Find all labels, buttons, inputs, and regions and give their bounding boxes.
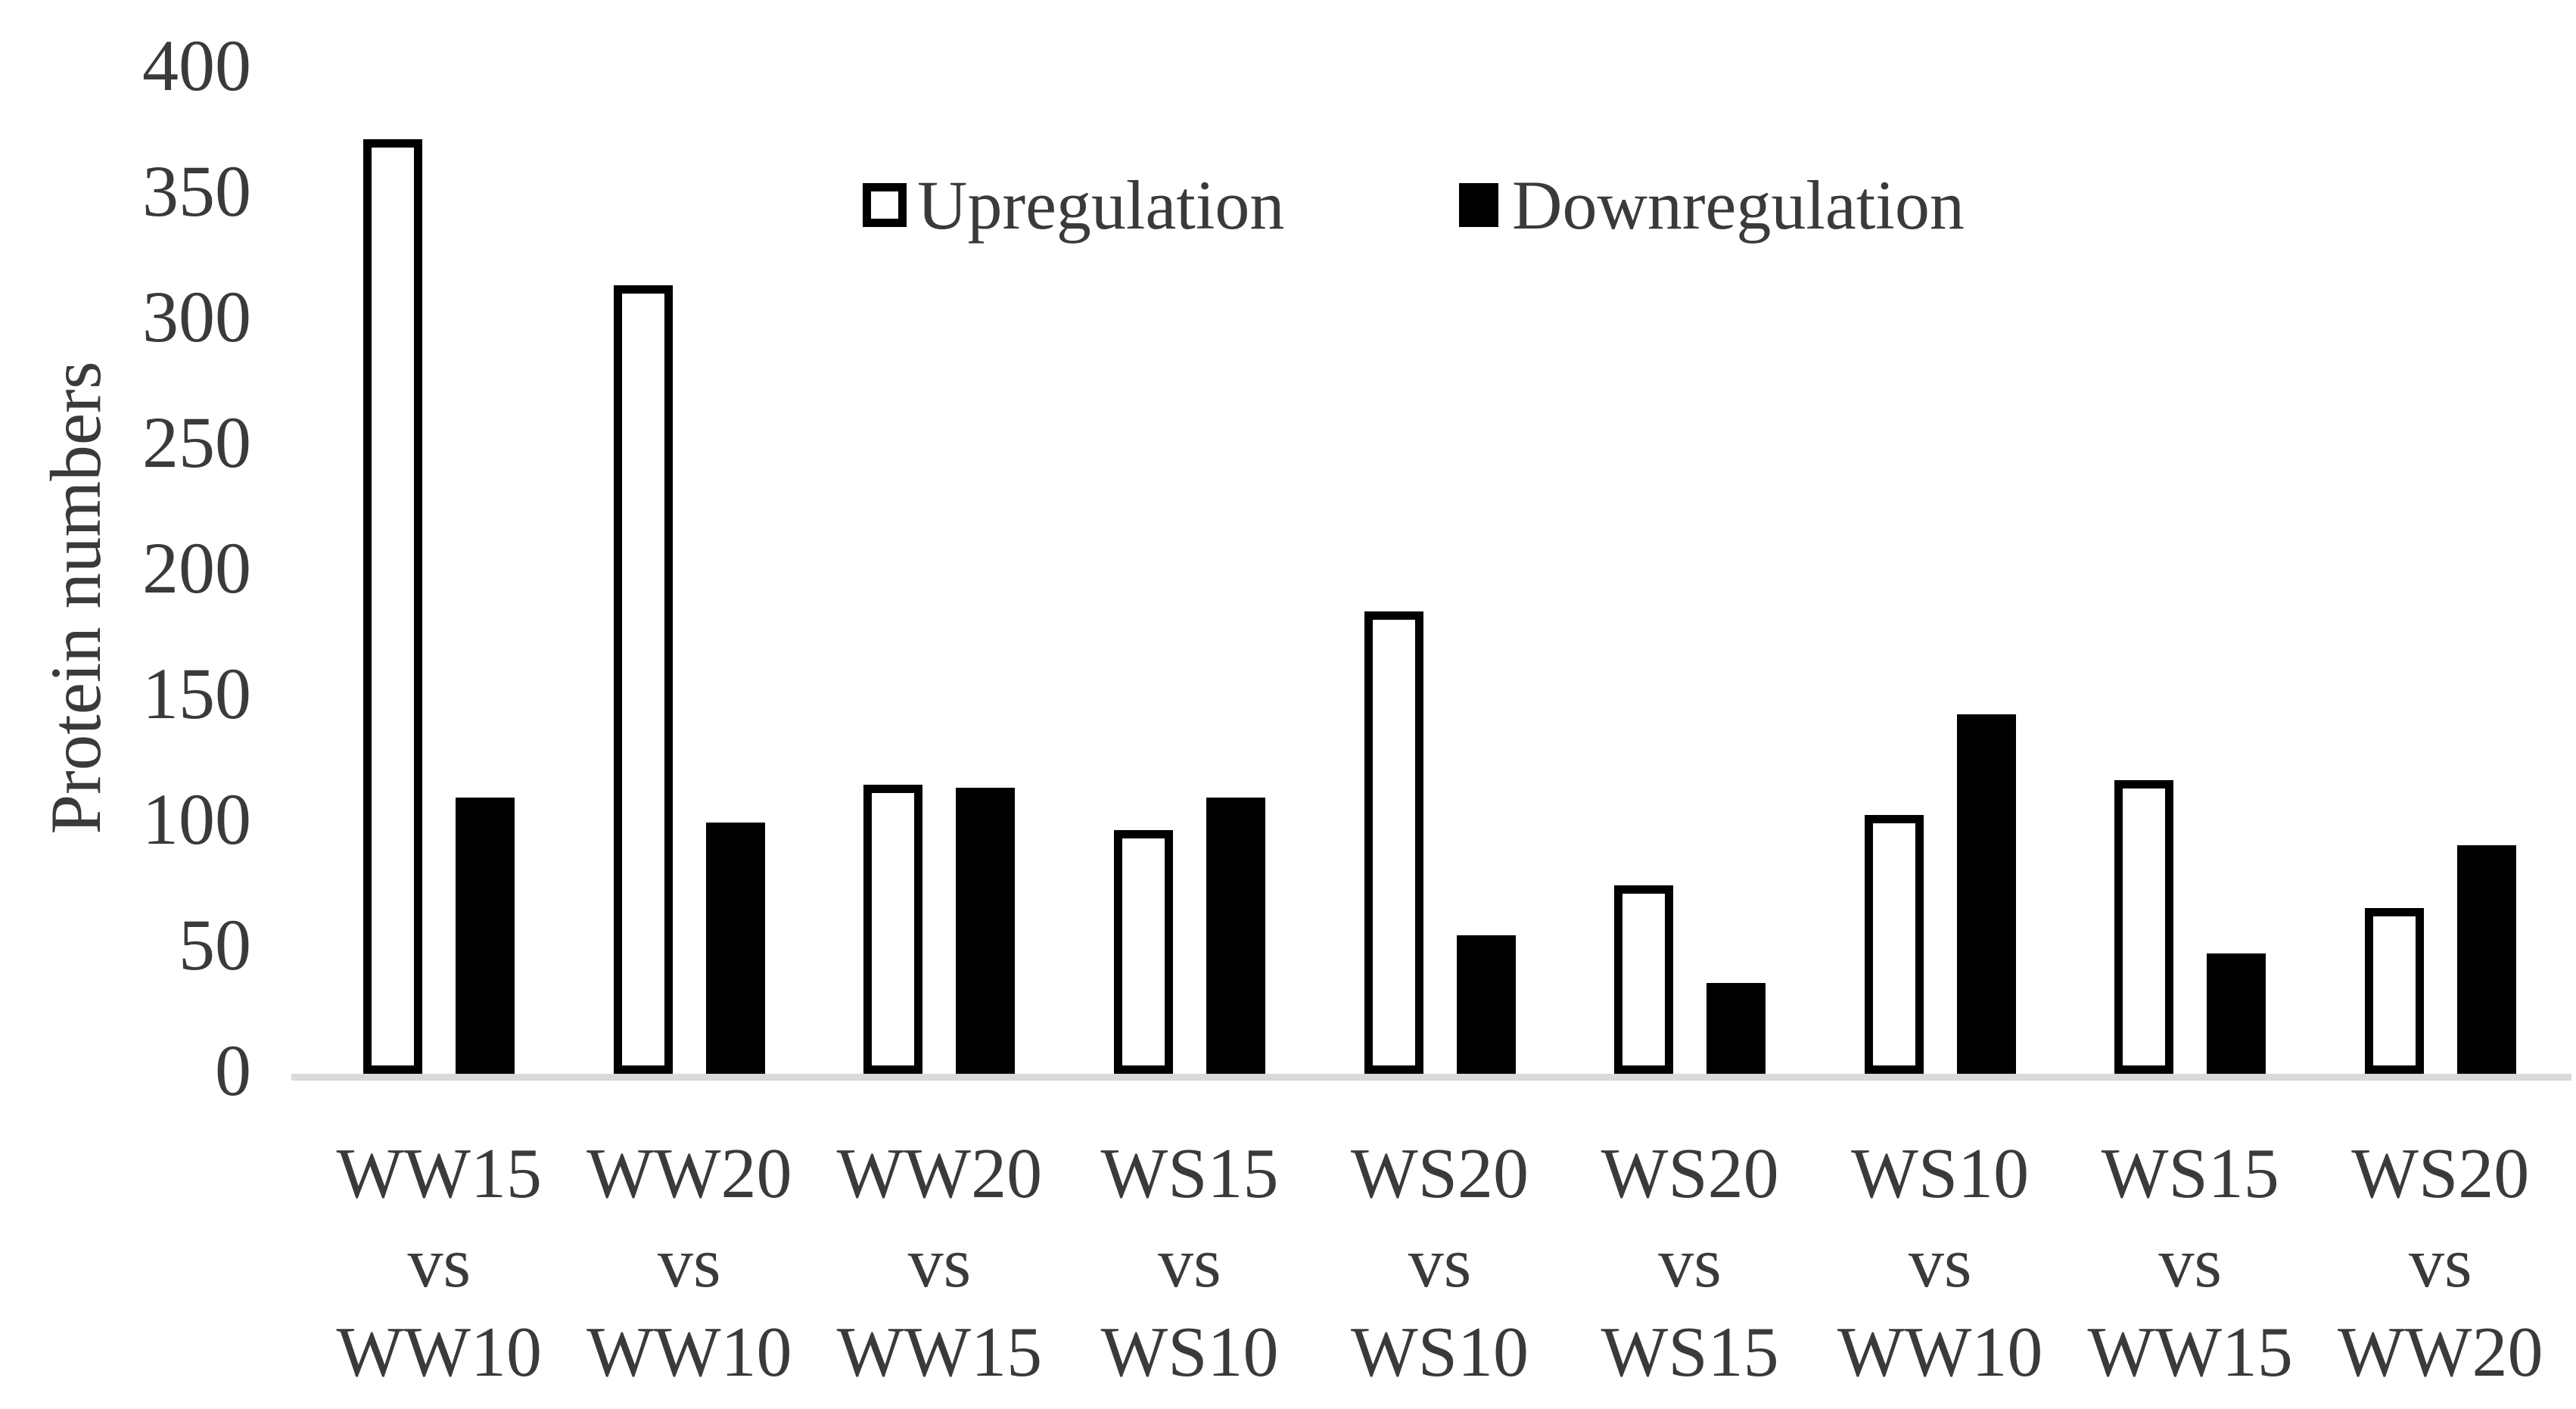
y-tick-label-250: 250 (142, 402, 251, 484)
bar-group-1 (314, 0, 565, 1074)
x-tick-label-line: WS15 (1100, 1134, 1279, 1213)
x-tick-label-line: vs (2408, 1224, 2472, 1302)
x-tick-label-line: WW20 (586, 1134, 792, 1213)
x-tick-label-line: vs (907, 1224, 972, 1302)
bar-pair (613, 285, 765, 1074)
x-tick-label-line: WW10 (586, 1313, 792, 1392)
bar-group-4 (1065, 0, 1315, 1074)
bar-pair (2364, 845, 2516, 1074)
x-tick-label-8: WS15 vs WW15 (2065, 1129, 2316, 1397)
bar-group-7 (1815, 0, 2065, 1074)
x-tick-label-line: WW15 (836, 1313, 1043, 1392)
bar-upregulation-2 (613, 285, 673, 1074)
x-tick-label-line: vs (1908, 1224, 1972, 1302)
bar-group-2 (565, 0, 815, 1074)
x-tick-label-line: vs (2158, 1224, 2223, 1302)
x-tick-label-line: WS10 (1851, 1134, 2030, 1213)
bar-pair (863, 785, 1016, 1074)
x-tick-label-line: WS10 (1100, 1313, 1279, 1392)
bar-pair (1614, 885, 1766, 1074)
bar-downregulation-4 (1206, 798, 1265, 1074)
upregulation-swatch-icon (863, 183, 907, 227)
bar-upregulation-7 (1864, 815, 1924, 1074)
x-tick-label-line: WW20 (836, 1134, 1043, 1213)
bar-downregulation-6 (1706, 983, 1766, 1074)
x-tick-label-line: WW20 (2338, 1313, 2543, 1392)
x-tick-label-1: WW15 vs WW10 (314, 1129, 565, 1397)
bar-upregulation-6 (1614, 885, 1674, 1074)
bar-group-5 (1314, 0, 1565, 1074)
x-tick-label-7: WS10 vs WW10 (1815, 1129, 2065, 1397)
bar-upregulation-3 (863, 785, 923, 1074)
x-tick-label-2: WW20 vs WW10 (565, 1129, 815, 1397)
bar-pair (1864, 714, 2016, 1074)
bar-downregulation-8 (2207, 953, 2266, 1074)
y-tick-label-100: 100 (142, 779, 251, 860)
x-tick-label-line: vs (1658, 1224, 1722, 1302)
x-tick-label-9: WS20 vs WW20 (2316, 1129, 2566, 1397)
bar-group-3 (814, 0, 1065, 1074)
bar-downregulation-7 (1956, 714, 2016, 1074)
bar-upregulation-8 (2114, 780, 2174, 1074)
bar-group-9 (2316, 0, 2566, 1074)
x-tick-label-6: WS20 vs WS15 (1565, 1129, 1815, 1397)
legend: Upregulation Downregulation (0, 170, 2576, 240)
legend-item-upregulation: Upregulation (863, 170, 1284, 240)
x-tick-label-line: WW10 (336, 1313, 542, 1392)
x-tick-label-line: WS10 (1351, 1313, 1529, 1392)
x-tick-label-line: WW15 (336, 1134, 542, 1213)
x-tick-label-3: WW20 vs WW15 (814, 1129, 1065, 1397)
legend-label-upregulation: Upregulation (917, 166, 1285, 244)
y-tick-label-350: 350 (142, 151, 251, 232)
x-tick-label-line: WS20 (2351, 1134, 2530, 1213)
x-tick-label-line: vs (658, 1224, 721, 1302)
bar-group-8 (2065, 0, 2316, 1074)
bar-group-6 (1565, 0, 1815, 1074)
x-tick-label-line: vs (407, 1224, 471, 1302)
y-tick-label-50: 50 (179, 904, 251, 986)
x-tick-label-line: vs (1408, 1224, 1472, 1302)
bar-downregulation-3 (956, 788, 1016, 1074)
bar-upregulation-4 (1113, 830, 1173, 1074)
bar-pair (1364, 611, 1516, 1074)
x-axis-tick-labels: WW15 vs WW10 WW20 vs WW10 WW20 vs WW15 WS15 vs WS10… (314, 1129, 2565, 1397)
y-tick-label-150: 150 (142, 653, 251, 735)
y-tick-label-200: 200 (142, 527, 251, 609)
x-tick-label-5: WS20 vs WS10 (1314, 1129, 1565, 1397)
x-axis-line (291, 1074, 2571, 1081)
bar-upregulation-1 (363, 139, 423, 1074)
bar-downregulation-1 (456, 798, 515, 1074)
x-tick-label-line: WS15 (2101, 1134, 2279, 1213)
bar-downregulation-9 (2456, 845, 2516, 1074)
x-tick-label-line: vs (1158, 1224, 1221, 1302)
x-tick-label-line: WS20 (1601, 1134, 1779, 1213)
bar-upregulation-5 (1364, 611, 1423, 1074)
bar-pair (2114, 780, 2266, 1074)
y-tick-label-0: 0 (215, 1030, 251, 1112)
y-tick-label-400: 400 (142, 25, 251, 107)
y-tick-label-300: 300 (142, 276, 251, 358)
legend-item-downregulation: Downregulation (1459, 170, 1965, 240)
x-tick-label-line: WS15 (1601, 1313, 1779, 1392)
bar-upregulation-9 (2364, 908, 2424, 1074)
bar-pair (1113, 798, 1265, 1074)
legend-label-downregulation: Downregulation (1512, 166, 1965, 244)
bar-downregulation-5 (1456, 935, 1516, 1074)
plot-area (314, 0, 2565, 1074)
x-tick-label-line: WW15 (2087, 1313, 2293, 1392)
bar-downregulation-2 (705, 823, 765, 1074)
x-tick-label-line: WS20 (1351, 1134, 1529, 1213)
x-tick-label-4: WS15 vs WS10 (1065, 1129, 1315, 1397)
bar-pair (363, 139, 515, 1074)
downregulation-swatch-icon (1459, 183, 1498, 227)
x-tick-label-line: WW10 (1837, 1313, 2043, 1392)
